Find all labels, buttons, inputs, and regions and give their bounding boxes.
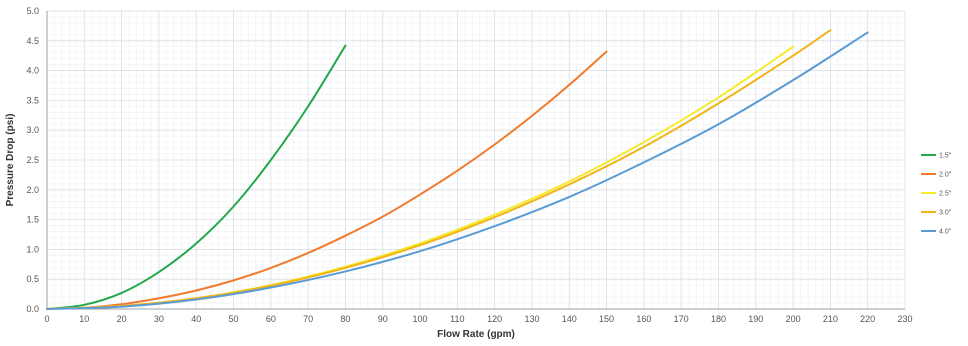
series-line-0 [46, 44, 347, 310]
series-line-4 [46, 31, 869, 310]
x-tick-label: 20 [117, 314, 127, 324]
grid [46, 10, 906, 310]
x-tick-label: 150 [599, 314, 614, 324]
x-tick-label: 180 [711, 314, 726, 324]
y-tick-label: 4.5 [26, 36, 39, 46]
y-tick-label: 5.0 [26, 6, 39, 16]
x-tick-label: 170 [674, 314, 689, 324]
legend-label: 1.5" [939, 153, 952, 160]
x-tick-label: 190 [748, 314, 763, 324]
x-tick-label: 70 [303, 314, 313, 324]
y-tick-label: 3.0 [26, 125, 39, 135]
x-tick-label: 200 [786, 314, 801, 324]
series-line-1 [46, 50, 608, 310]
series-line-3 [46, 29, 832, 310]
legend-label: 4.0" [939, 229, 952, 236]
x-tick-label: 10 [79, 314, 89, 324]
x-tick-label: 80 [340, 314, 350, 324]
y-tick-label: 0.5 [26, 274, 39, 284]
x-tick-label: 230 [897, 314, 912, 324]
y-tick-label: 0.0 [26, 304, 39, 314]
x-tick-label: 160 [636, 314, 651, 324]
x-tick-label: 30 [154, 314, 164, 324]
x-tick-label: 90 [378, 314, 388, 324]
y-tick-label: 1.5 [26, 215, 39, 225]
x-tick-label: 110 [450, 314, 464, 324]
x-tick-label: 210 [823, 314, 838, 324]
y-tick-label: 2.0 [26, 185, 39, 195]
x-tick-label: 0 [44, 314, 49, 324]
y-tick-label: 1.0 [26, 244, 39, 254]
y-tick-label: 4.0 [26, 66, 39, 76]
legend-label: 2.5" [939, 191, 952, 198]
legend-label: 3.0" [939, 210, 952, 217]
y-tick-label: 2.5 [26, 155, 39, 165]
x-tick-label: 100 [413, 314, 428, 324]
x-tick-label: 120 [487, 314, 502, 324]
axes: 0 10 20 30 40 50 60 70 80 90 100 110 120 130 140 150 160… [26, 6, 912, 324]
x-axis-title: Flow Rate (gpm) [437, 329, 515, 340]
x-tick-label: 60 [266, 314, 276, 324]
x-tick-label: 220 [860, 314, 875, 324]
y-axis-title: Pressure Drop (psi) [5, 114, 16, 207]
series-lines [46, 29, 869, 310]
x-tick-label: 140 [562, 314, 577, 324]
x-tick-label: 40 [191, 314, 201, 324]
x-tick-label: 50 [229, 314, 239, 324]
legend-label: 2.0" [939, 172, 952, 179]
y-tick-label: 3.5 [26, 95, 39, 105]
x-tick-label: 130 [524, 314, 539, 324]
legend: 1.5" 2.0" 2.5" 3.0" 4.0" [921, 153, 952, 236]
